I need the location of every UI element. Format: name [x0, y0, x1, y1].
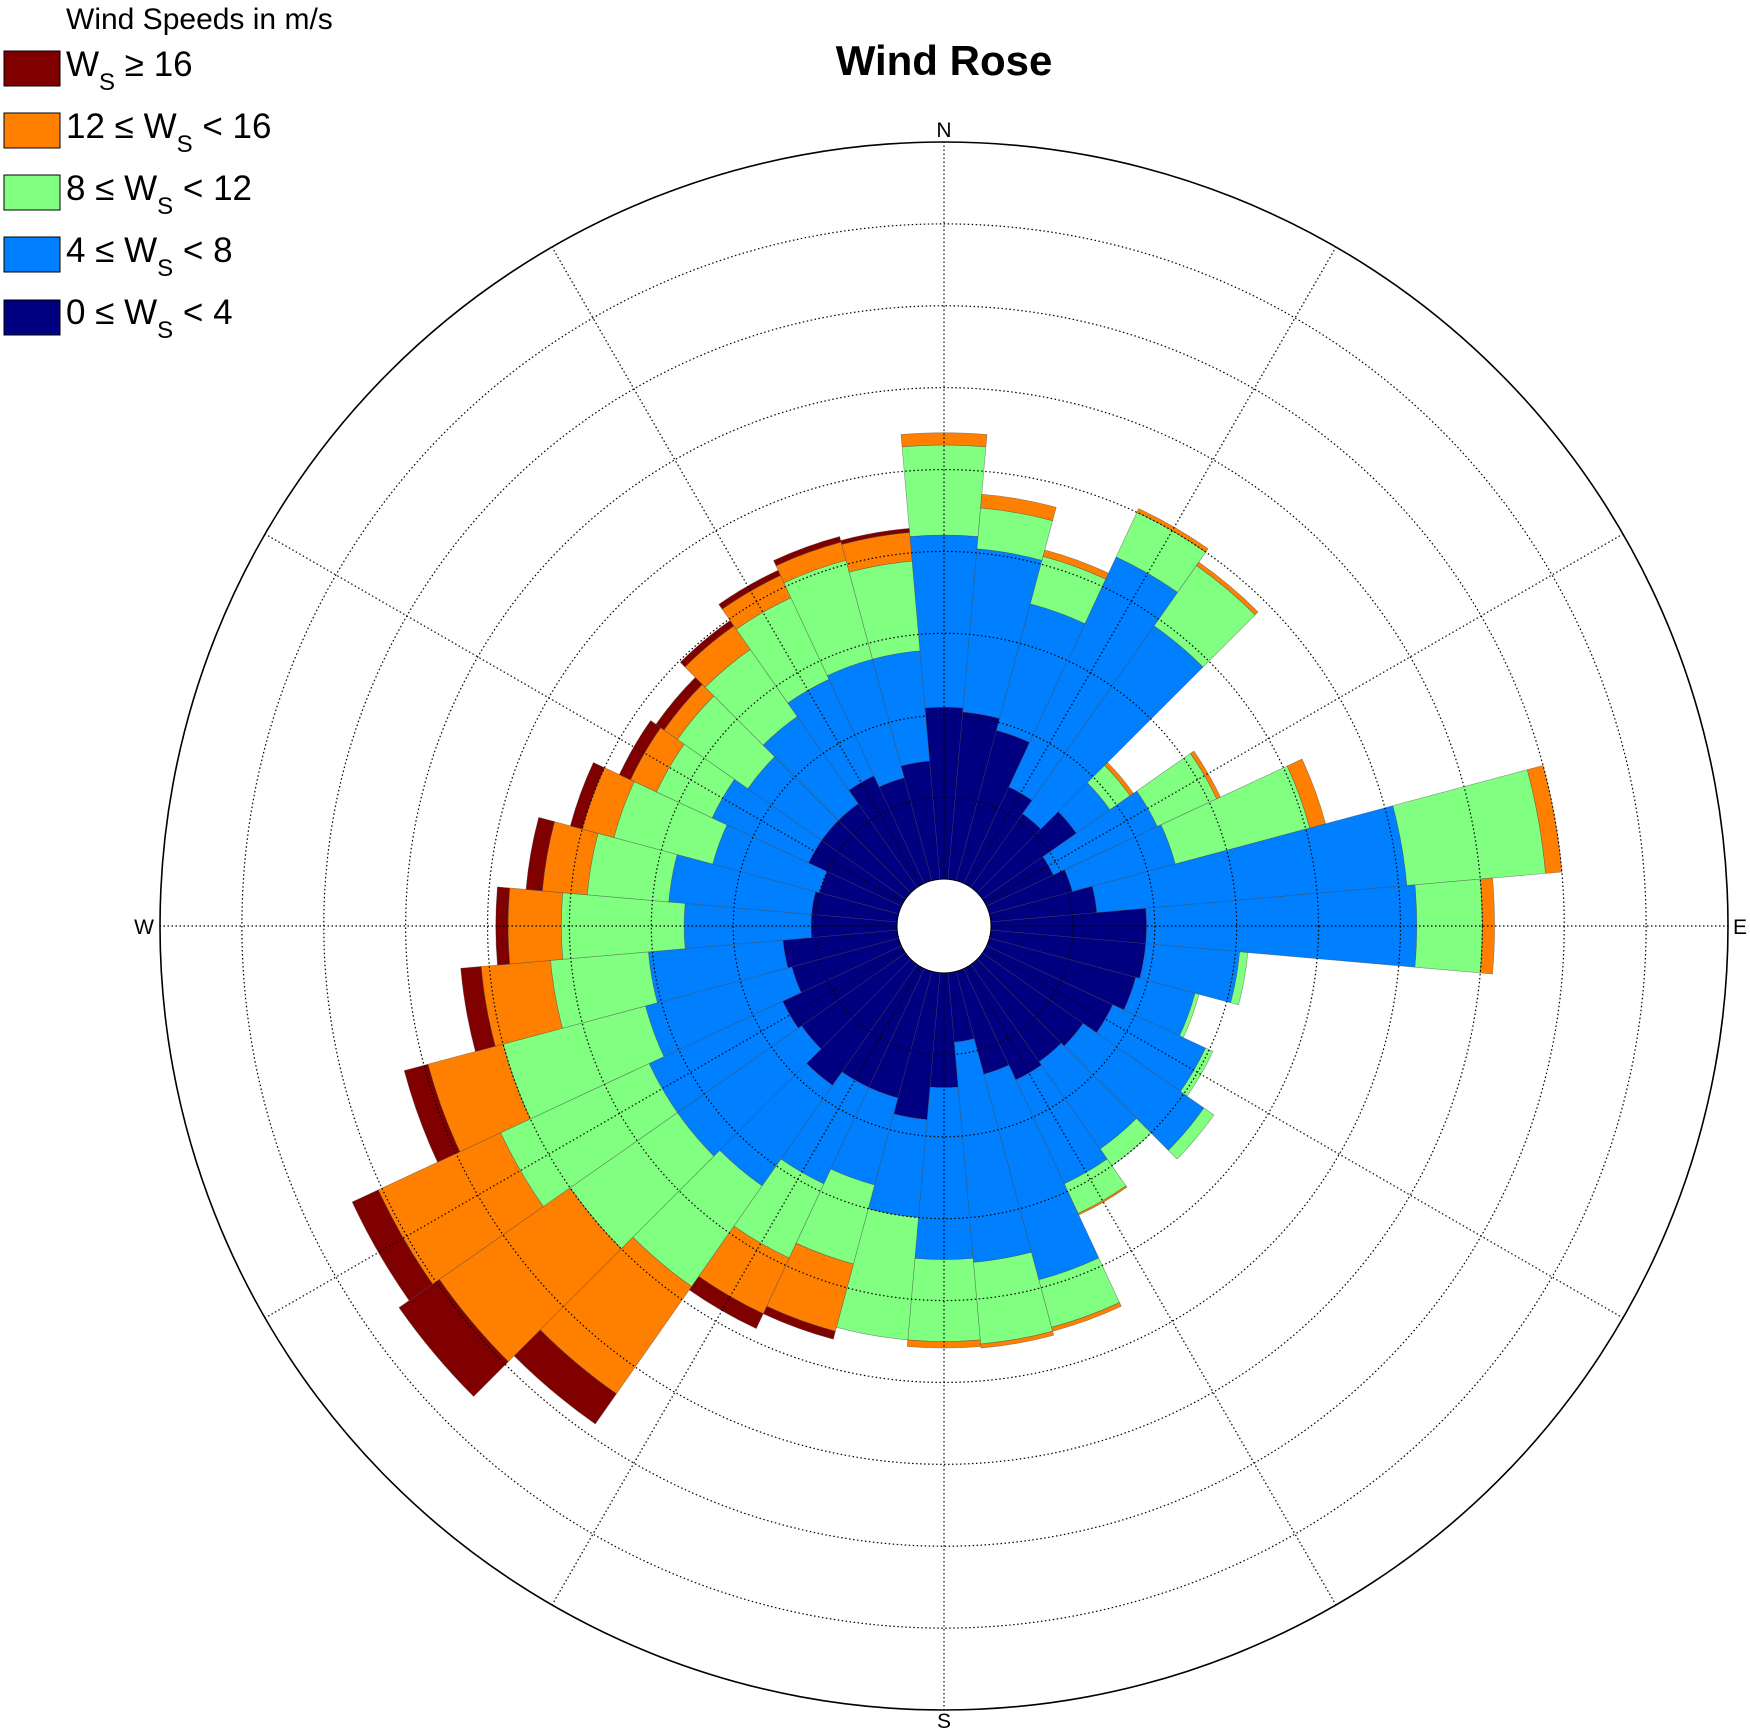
- direction-sector-80: [989, 765, 1563, 923]
- legend-swatch: [3, 174, 61, 211]
- legend-entry: 12 ≤ WS < 16: [3, 107, 271, 158]
- legend-entry: 4 ≤ WS < 8: [3, 231, 233, 282]
- sector-bin-12-16: [900, 432, 988, 448]
- legend-entry: 8 ≤ WS < 12: [3, 169, 252, 220]
- legend-swatch: [3, 112, 61, 149]
- direction-sector-160: [955, 968, 1122, 1332]
- compass-label-north: N: [936, 119, 951, 142]
- legend-swatch: [3, 50, 61, 87]
- wind-sectors: [351, 432, 1563, 1425]
- legend-label: 12 ≤ WS < 16: [66, 107, 271, 158]
- compass-label-west: W: [134, 916, 154, 939]
- direction-sector-140: [970, 958, 1152, 1167]
- direction-sector-90: [990, 877, 1495, 975]
- sector-bin->=16: [525, 817, 555, 892]
- direction-sector-300: [618, 720, 906, 907]
- grid-spoke: [984, 533, 1624, 904]
- grid-ring: [568, 550, 1320, 1302]
- grid-ring: [405, 387, 1483, 1465]
- direction-sector-250: [403, 937, 902, 1163]
- direction-sector-50: [976, 762, 1134, 900]
- grid-spoke: [966, 966, 1337, 1606]
- grid-spoke: [264, 948, 904, 1319]
- chart-title: Wind Rose: [836, 37, 1053, 84]
- direction-sector-130: [976, 952, 1215, 1160]
- sector-bin->=16: [840, 528, 910, 545]
- direction-sector-150: [963, 964, 1128, 1216]
- grid-ring: [814, 796, 1074, 1056]
- grid-ring: [732, 714, 1156, 1138]
- sector-bin->=16: [403, 1063, 461, 1163]
- sector-bin->=16: [495, 886, 511, 966]
- grid-ring: [241, 223, 1647, 1629]
- grid-spoke: [966, 246, 1337, 886]
- legend-swatch: [3, 299, 61, 336]
- legend-label: WS ≥ 16: [66, 45, 193, 96]
- sector-bin-12-16: [980, 493, 1057, 522]
- legend-title: Wind Speeds in m/s: [66, 3, 333, 36]
- sector-bin-8-12: [1167, 1107, 1215, 1160]
- grid-spoke: [551, 966, 922, 1606]
- direction-sector-260: [460, 929, 899, 1052]
- sector-bin-8-12: [1392, 769, 1546, 886]
- polar-grid: [159, 141, 1729, 1711]
- grid-spoke: [984, 948, 1624, 1319]
- direction-sector-350: [840, 528, 941, 881]
- sector-bin->=16: [398, 1278, 509, 1397]
- sector-bin->=16: [460, 966, 496, 1052]
- direction-sector-270: [495, 886, 898, 966]
- sector-bin-12-16: [980, 1330, 1055, 1349]
- direction-sector-310: [655, 676, 912, 900]
- direction-sector-340: [773, 536, 933, 884]
- compass-label-south: S: [937, 1710, 951, 1733]
- legend-entry: 0 ≤ WS < 4: [3, 293, 233, 344]
- grid-spoke: [264, 533, 904, 904]
- direction-sector-0: [900, 432, 988, 880]
- direction-sector-280: [525, 817, 899, 923]
- direction-sector-190: [836, 971, 941, 1341]
- sector-bin-12-16: [906, 1339, 982, 1349]
- direction-sector-70: [986, 758, 1326, 915]
- direction-sector-60: [982, 750, 1221, 907]
- center-hole: [896, 878, 992, 974]
- legend-label: 8 ≤ WS < 12: [66, 169, 252, 220]
- grid-spoke: [551, 246, 922, 886]
- legend-label: 4 ≤ WS < 8: [66, 231, 233, 282]
- legend-label: 0 ≤ WS < 4: [66, 293, 233, 344]
- direction-sector-220: [513, 958, 918, 1425]
- sector-bin->=16: [773, 536, 842, 567]
- legend-swatch: [3, 236, 61, 273]
- direction-sector-200: [762, 968, 933, 1340]
- direction-sector-320: [679, 620, 918, 894]
- direction-sector-10: [947, 493, 1057, 881]
- sector-bin-12-16: [1195, 561, 1259, 616]
- legend-entry: WS ≥ 16: [3, 45, 193, 96]
- direction-sector-170: [947, 971, 1055, 1349]
- direction-sector-100: [989, 929, 1249, 1006]
- sector-bin->=16: [351, 1189, 434, 1301]
- compass-label-east: E: [1733, 916, 1747, 939]
- sector-bin-8-12: [1230, 951, 1249, 1006]
